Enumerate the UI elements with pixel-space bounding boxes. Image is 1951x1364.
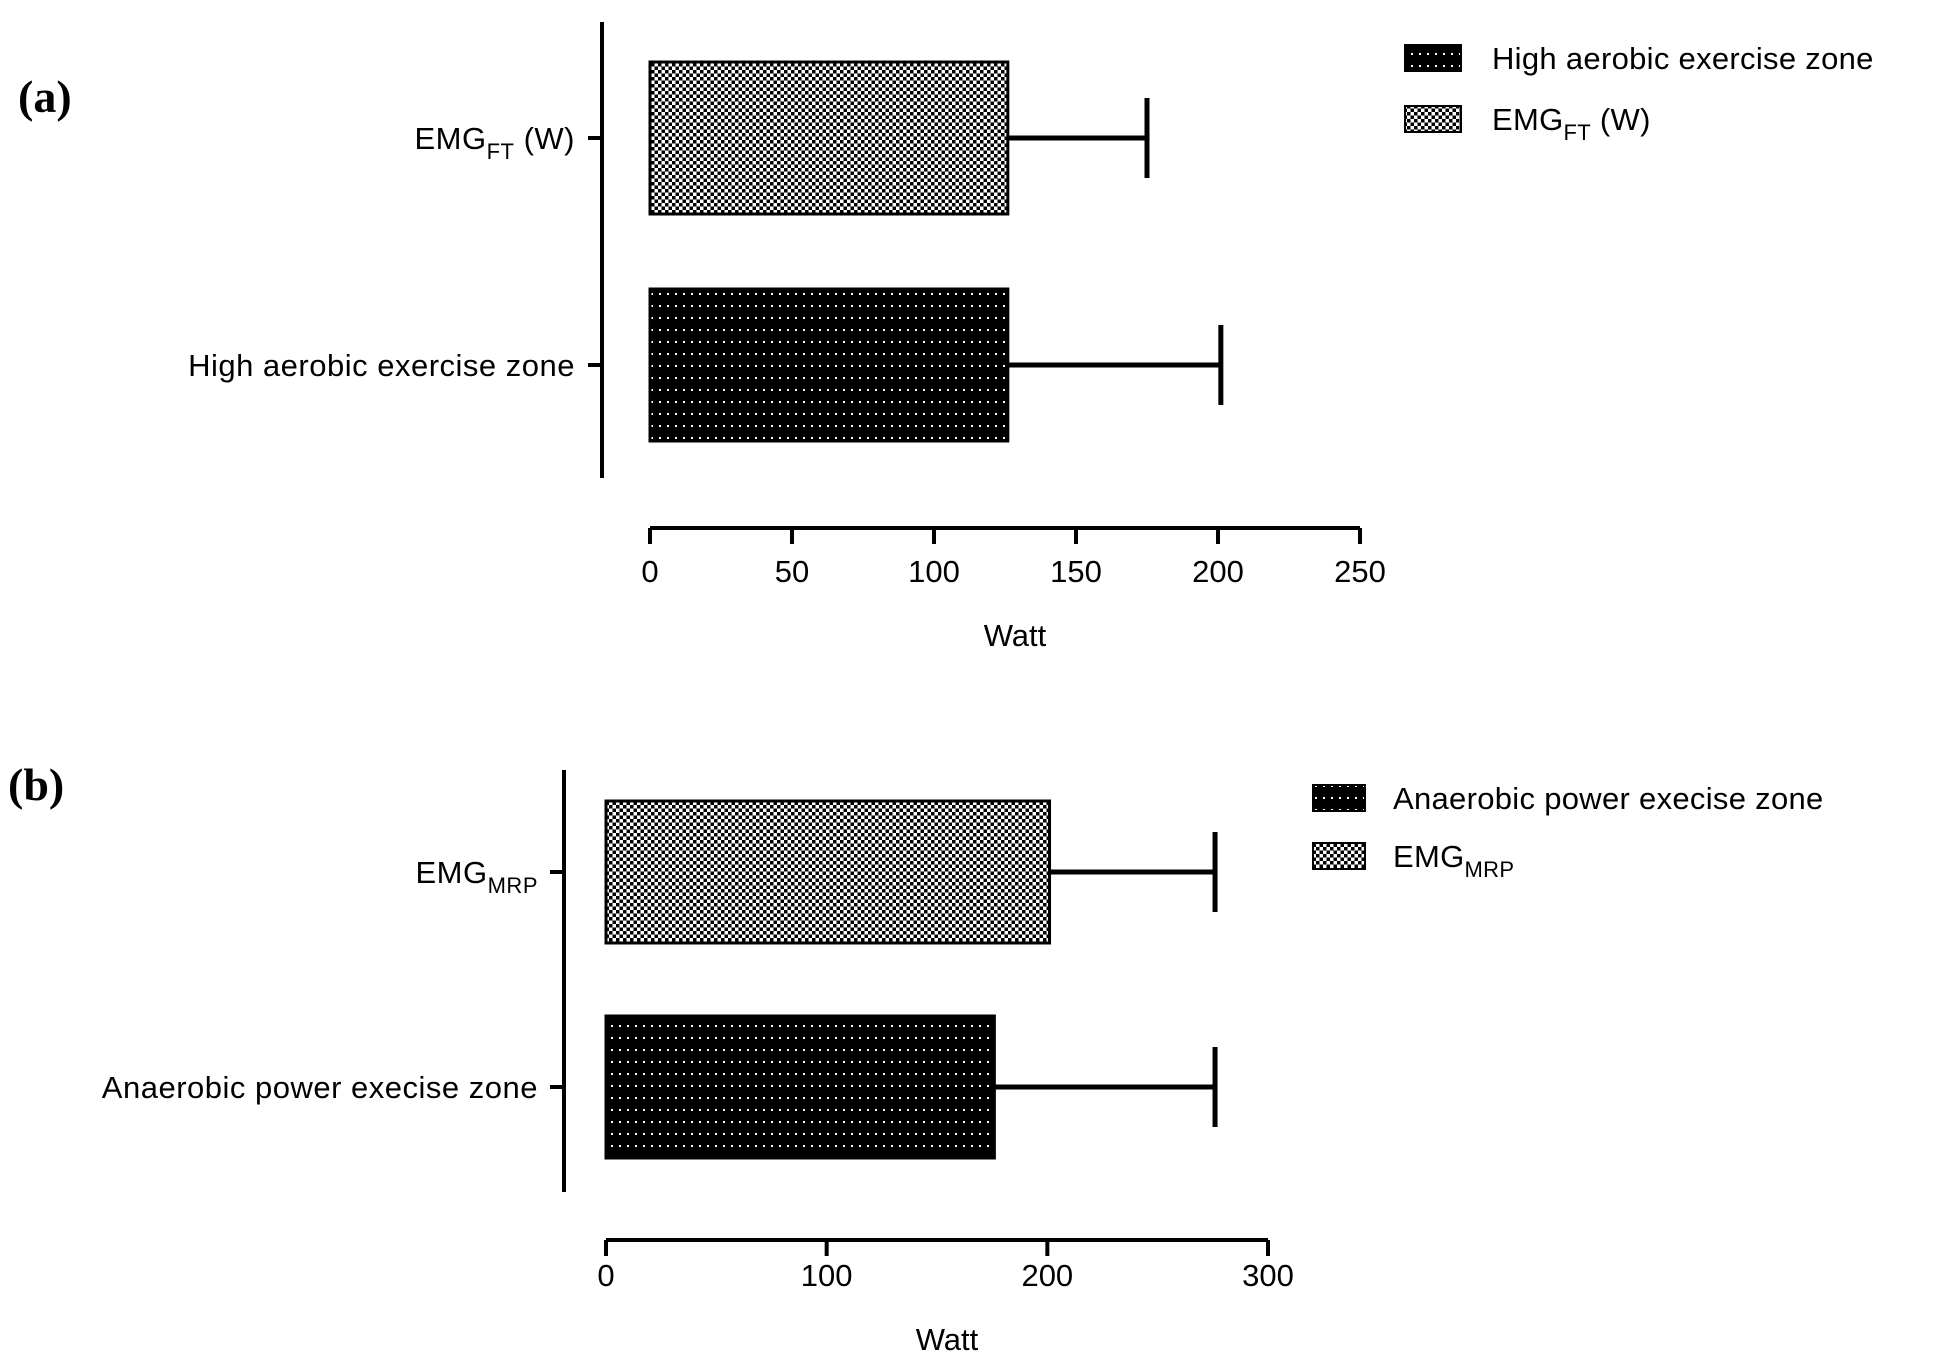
legend-label-0-main: Anaerobic power execise zone [1393,781,1824,816]
category-label-0-main: EMG [415,855,487,890]
legend-label-1: EMGFT (W) [1492,102,1651,145]
category-label-0: EMGMRP [415,855,538,898]
category-label-0-subscript: FT [487,139,515,164]
category-label-0-main: EMG [414,121,486,156]
category-label-0: EMGFT (W) [414,121,575,164]
category-label-1-main: High aerobic exercise zone [188,348,575,383]
tick-label-2: 100 [908,554,960,589]
legend-label-1: EMGMRP [1393,839,1514,882]
tick-label-3: 150 [1050,554,1102,589]
legend-label-1-subscript: FT [1564,120,1591,145]
tick-label-0: 0 [641,554,658,589]
tick-label-0: 0 [597,1258,614,1293]
tick-label-4: 200 [1192,554,1244,589]
legend-label-1-main: EMG [1492,102,1564,137]
bar-0 [604,799,1052,945]
legend-label-1-suffix: (W) [1591,102,1651,137]
category-label-1: High aerobic exercise zone [188,348,575,383]
bar-1 [604,1014,996,1160]
tick-label-2: 200 [1021,1258,1073,1293]
panel-letter-a: (a) [18,71,72,122]
bar-0 [648,60,1010,216]
legend-label-0-main: High aerobic exercise zone [1492,41,1874,76]
legend-label-0: High aerobic exercise zone [1492,41,1874,76]
category-label-1-main: Anaerobic power execise zone [102,1070,538,1105]
legend-label-0: Anaerobic power execise zone [1393,781,1824,816]
category-label-1: Anaerobic power execise zone [102,1070,538,1105]
x-axis-title: Watt [984,618,1047,653]
legend-label-1-subscript: MRP [1465,857,1515,882]
x-axis-title: Watt [916,1322,979,1357]
legend-label-1-main: EMG [1393,839,1465,874]
legend-swatch-1 [1404,105,1462,133]
panel-letter-b: (b) [8,759,64,810]
category-label-0-suffix: (W) [514,121,575,156]
legend-swatch-0 [1312,784,1366,812]
tick-label-1: 100 [801,1258,853,1293]
legend-swatch-1 [1312,842,1366,870]
tick-label-3: 300 [1242,1258,1294,1293]
tick-label-1: 50 [775,554,809,589]
bar-1 [648,287,1010,443]
category-label-0-subscript: MRP [488,873,538,898]
legend-swatch-0 [1404,44,1462,72]
tick-label-5: 250 [1334,554,1386,589]
